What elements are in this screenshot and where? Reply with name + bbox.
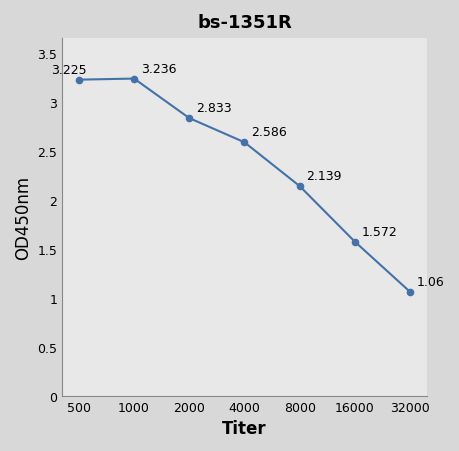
Title: bs-1351R: bs-1351R — [197, 14, 292, 32]
Text: 1.572: 1.572 — [362, 225, 397, 238]
Text: 3.225: 3.225 — [51, 64, 87, 77]
Text: 1.06: 1.06 — [417, 275, 445, 288]
X-axis label: Titer: Titer — [222, 419, 267, 437]
Text: 2.139: 2.139 — [307, 170, 342, 183]
Text: 2.833: 2.833 — [196, 102, 232, 115]
Text: 2.586: 2.586 — [252, 126, 287, 139]
Text: 3.236: 3.236 — [141, 63, 177, 75]
Y-axis label: OD450nm: OD450nm — [14, 175, 32, 259]
